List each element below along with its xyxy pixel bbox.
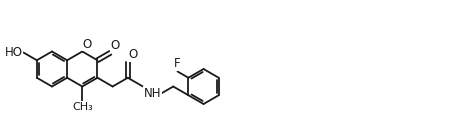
Text: O: O [83,37,92,51]
Text: O: O [111,39,120,52]
Text: HO: HO [5,46,23,59]
Text: F: F [174,57,181,70]
Text: CH₃: CH₃ [72,102,93,112]
Text: O: O [128,48,137,61]
Text: NH: NH [143,87,161,100]
